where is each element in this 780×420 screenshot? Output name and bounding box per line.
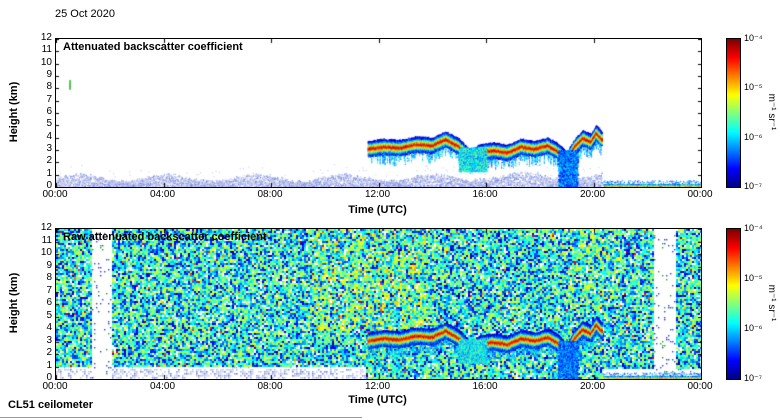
y-tick-label: 6 (46, 106, 52, 117)
colorbar-tick-label: 10⁻⁵ (744, 82, 763, 93)
raw-backscatter-panel: Raw attenuated backscatter coefficient (55, 228, 702, 380)
y-tick-label: 0 (46, 180, 52, 191)
colorbar-tick-label: 10⁻⁵ (744, 273, 763, 283)
y-tick-label: 3 (46, 143, 52, 154)
raw-plot-title: Raw attenuated backscatter coefficient (63, 231, 267, 243)
x-tick-label: 16:00 (472, 381, 498, 392)
y-tick-label: 12 (40, 222, 52, 233)
y-tick-label: 6 (46, 297, 52, 308)
y-tick-label: 11 (41, 44, 52, 56)
x-tick-label: 00:00 (42, 189, 68, 200)
y-tick-label: 4 (46, 130, 52, 142)
attenuated-backscatter-heatmap (56, 39, 701, 187)
bottom-divider (0, 417, 362, 418)
colorbar-top (726, 38, 741, 188)
x-tick-label: 04:00 (149, 189, 176, 200)
attenuated-backscatter-panel: Attenuated backscatter coefficient (55, 38, 702, 188)
x-tick-label: 04:00 (149, 381, 176, 392)
colorbar-tick-label: 10⁻⁴ (744, 223, 763, 233)
colorbar-tick-label: 10⁻⁶ (744, 323, 763, 333)
y-axis-label-top: Height (km) (8, 81, 20, 143)
x-tick-label: 20:00 (579, 189, 606, 200)
x-tick-label: 08:00 (257, 189, 283, 200)
y-tick-label: 1 (46, 167, 52, 179)
colorbar-tick-label: 10⁻⁷ (744, 181, 763, 191)
colorbar-tick-label: 10⁻⁷ (744, 373, 763, 383)
colorbar-tick-label: 10⁻⁶ (744, 131, 763, 142)
raw-backscatter-heatmap (56, 229, 701, 379)
y-tick-label: 2 (46, 347, 52, 358)
y-tick-label: 10 (40, 56, 52, 68)
date-label: 25 Oct 2020 (55, 8, 115, 20)
x-tick-label: 12:00 (364, 381, 391, 392)
x-tick-label: 16:00 (472, 189, 498, 200)
y-tick-label: 5 (46, 118, 52, 130)
x-axis-label-top: Time (UTC) (348, 204, 407, 216)
x-tick-label: 00:00 (687, 381, 713, 392)
y-tick-label: 7 (46, 93, 52, 105)
y-tick-label: 1 (46, 359, 52, 371)
x-axis-label-bottom: Time (UTC) (348, 394, 407, 406)
y-tick-label: 0 (46, 372, 52, 383)
y-tick-label: 3 (46, 334, 52, 346)
attenuated-plot-title: Attenuated backscatter coefficient (63, 41, 243, 53)
y-tick-label: 5 (46, 309, 52, 321)
y-tick-label: 9 (46, 69, 52, 80)
y-tick-label: 11 (41, 234, 52, 246)
colorbar-tick-label: 10⁻⁴ (744, 33, 763, 43)
x-tick-label: 00:00 (42, 381, 68, 392)
y-tick-label: 9 (46, 259, 52, 271)
instrument-label: CL51 ceilometer (8, 399, 93, 411)
y-axis-label-bottom: Height (km) (8, 272, 20, 334)
y-tick-label: 8 (46, 272, 52, 283)
colorbar-bottom (726, 228, 741, 380)
y-tick-label: 7 (46, 284, 52, 296)
x-tick-label: 12:00 (364, 189, 391, 200)
x-tick-label: 20:00 (579, 381, 606, 392)
y-tick-label: 12 (40, 32, 52, 43)
y-tick-label: 10 (40, 247, 52, 258)
y-tick-label: 4 (46, 322, 52, 333)
y-tick-label: 2 (46, 155, 52, 167)
x-tick-label: 00:00 (687, 189, 713, 200)
y-tick-label: 8 (46, 81, 52, 93)
x-tick-label: 08:00 (257, 381, 283, 392)
